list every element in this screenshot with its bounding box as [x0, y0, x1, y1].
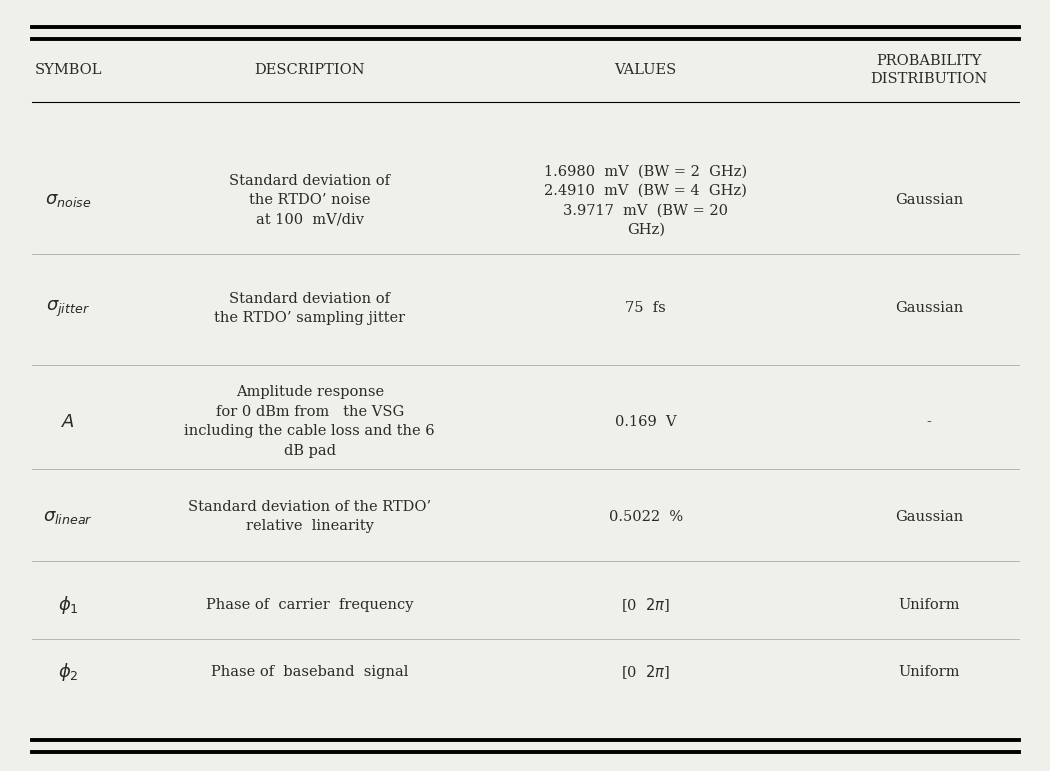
Text: -: - — [927, 415, 931, 429]
Text: $\sigma_{linear}$: $\sigma_{linear}$ — [43, 507, 93, 526]
Text: VALUES: VALUES — [614, 63, 677, 77]
Text: [0  $2\pi$]: [0 $2\pi$] — [622, 663, 670, 682]
Text: Phase of  baseband  signal: Phase of baseband signal — [211, 665, 408, 679]
Text: Gaussian: Gaussian — [895, 510, 964, 524]
Text: Gaussian: Gaussian — [895, 301, 964, 315]
Text: Standard deviation of
the RTDO’ sampling jitter: Standard deviation of the RTDO’ sampling… — [214, 291, 405, 325]
Text: 75  fs: 75 fs — [626, 301, 666, 315]
Text: [0  $2\pi$]: [0 $2\pi$] — [622, 596, 670, 614]
Text: DESCRIPTION: DESCRIPTION — [254, 63, 365, 77]
Text: 0.169  V: 0.169 V — [615, 415, 676, 429]
Text: $\phi_2$: $\phi_2$ — [58, 662, 79, 683]
Text: $\sigma_{jitter}$: $\sigma_{jitter}$ — [46, 298, 90, 318]
Text: $\sigma_{noise}$: $\sigma_{noise}$ — [45, 191, 91, 210]
Text: Uniform: Uniform — [899, 598, 960, 612]
Text: $\phi_1$: $\phi_1$ — [58, 594, 79, 616]
Text: Gaussian: Gaussian — [895, 194, 964, 207]
Text: PROBABILITY
DISTRIBUTION: PROBABILITY DISTRIBUTION — [870, 54, 988, 86]
Text: Standard deviation of
the RTDO’ noise
at 100  mV/div: Standard deviation of the RTDO’ noise at… — [229, 174, 391, 227]
Text: Phase of  carrier  frequency: Phase of carrier frequency — [206, 598, 414, 612]
Text: 0.5022  %: 0.5022 % — [609, 510, 683, 524]
Text: 1.6980  mV  (BW = 2  GHz)
2.4910  mV  (BW = 4  GHz)
3.9717  mV  (BW = 20
GHz): 1.6980 mV (BW = 2 GHz) 2.4910 mV (BW = 4… — [544, 164, 748, 237]
Text: Amplitude response
for 0 dBm from   the VSG
including the cable loss and the 6
d: Amplitude response for 0 dBm from the VS… — [185, 386, 435, 458]
Text: SYMBOL: SYMBOL — [35, 63, 102, 77]
Text: $A$: $A$ — [61, 412, 76, 431]
Text: Uniform: Uniform — [899, 665, 960, 679]
Text: Standard deviation of the RTDO’
relative  linearity: Standard deviation of the RTDO’ relative… — [188, 500, 432, 534]
